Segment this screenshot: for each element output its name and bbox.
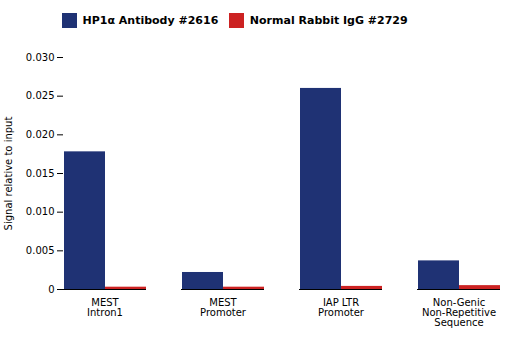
svg-text:0: 0: [48, 283, 54, 294]
svg-text:0.020: 0.020: [26, 129, 55, 140]
svg-text:IAP LTRPromoter: IAP LTRPromoter: [318, 296, 365, 317]
svg-text:0.025: 0.025: [26, 90, 55, 101]
svg-text:0.005: 0.005: [26, 245, 55, 256]
svg-text:0.015: 0.015: [26, 167, 55, 178]
svg-text:Non-GenicNon-RepetitiveSequenc: Non-GenicNon-RepetitiveSequence: [422, 296, 496, 327]
svg-text:0.010: 0.010: [26, 206, 55, 217]
svg-text:MESTPromoter: MESTPromoter: [200, 296, 247, 317]
html-text:HP1α Antibody #2616: HP1α Antibody #2616: [82, 14, 219, 27]
svg-text:MESTIntron1: MESTIntron1: [87, 296, 123, 317]
svg-text:0.030: 0.030: [26, 51, 55, 62]
svg-text:Signal relative to input: Signal relative to input: [3, 116, 14, 230]
html-text:Normal Rabbit IgG #2729: Normal Rabbit IgG #2729: [249, 14, 408, 27]
